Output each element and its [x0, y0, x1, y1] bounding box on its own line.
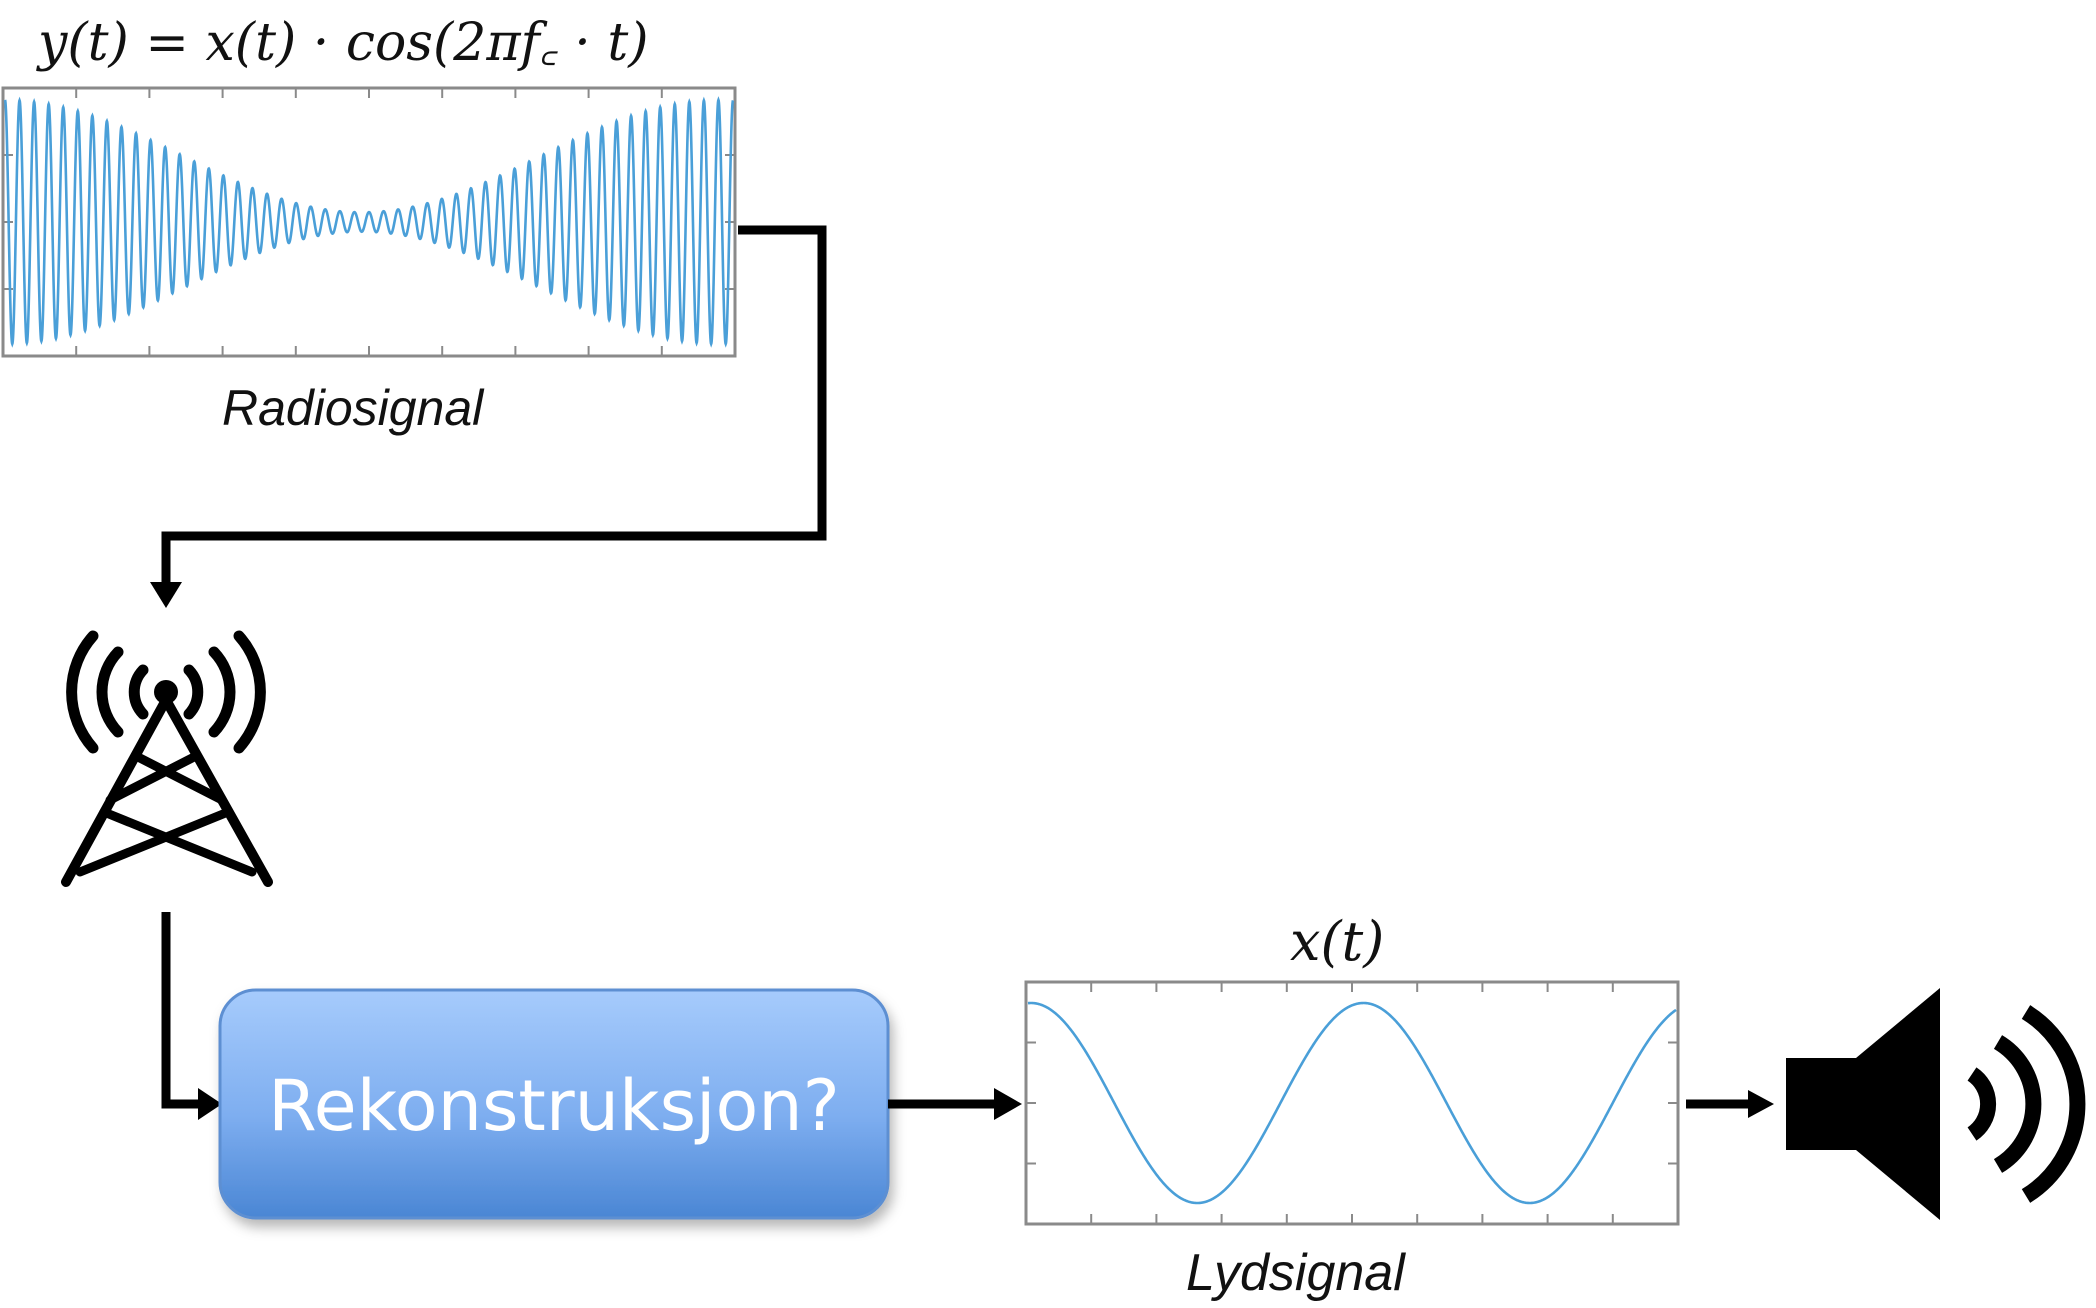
audio-to-speaker-arrowhead [1748, 1090, 1774, 1118]
block-to-audio-arrowhead [994, 1088, 1022, 1120]
radio-signal-plot [1, 86, 737, 358]
reconstruction-block: Rekonstruksjon? [218, 988, 890, 1220]
audio-caption: Lydsignal [1186, 1244, 1406, 1302]
audio-plot-frame [1024, 980, 1680, 1226]
radio-caption: Radiosignal [222, 380, 485, 436]
audio-signal-plot [1024, 980, 1680, 1226]
audio-formula: x(t) [1290, 910, 1384, 973]
radio-tower-icon [61, 630, 273, 887]
radio-waveform [3, 96, 735, 348]
reconstruction-label: Rekonstruksjon? [268, 1065, 840, 1147]
radio-formula: y(t) = x(t) · cos(2πf꜀ · t) [36, 13, 649, 73]
audio-plot-ticks [1026, 982, 1678, 1224]
radio-to-antenna-connector [161, 225, 827, 584]
radio-to-antenna-arrowhead [150, 582, 182, 608]
antenna-to-block-connector [161, 912, 200, 1109]
audio-waveform [1027, 1001, 1677, 1205]
speaker-icon [1786, 988, 2086, 1220]
antenna-to-block-arrowhead [198, 1088, 222, 1120]
